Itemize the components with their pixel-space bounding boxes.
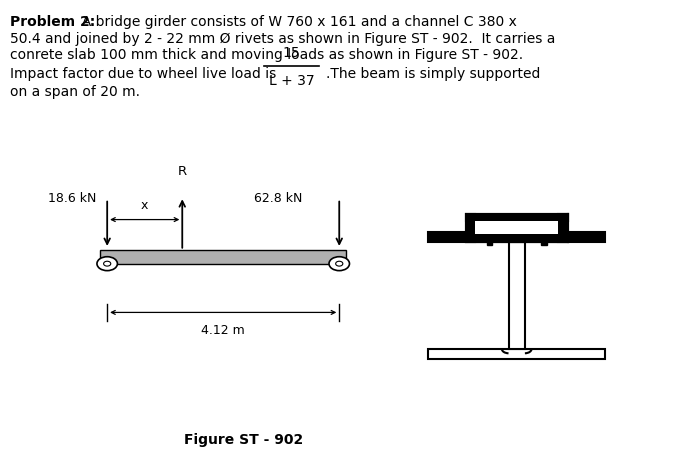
Text: .The beam is simply supported: .The beam is simply supported	[325, 67, 540, 81]
Bar	[542, 238, 546, 245]
Bar	[466, 214, 568, 242]
Bar	[558, 214, 568, 242]
Text: 18.6 kN: 18.6 kN	[48, 192, 96, 205]
Bar	[466, 214, 475, 242]
Bar	[509, 242, 525, 349]
Text: R: R	[178, 165, 187, 178]
Bar	[100, 250, 346, 264]
Text: Impact factor due to wheel live load is: Impact factor due to wheel live load is	[10, 67, 276, 81]
Bar	[475, 221, 558, 234]
Circle shape	[97, 257, 117, 271]
Bar	[428, 349, 606, 359]
Text: 15: 15	[283, 46, 300, 60]
Circle shape	[329, 257, 349, 271]
Text: 4.12 m: 4.12 m	[201, 324, 245, 337]
Bar	[428, 232, 606, 242]
Circle shape	[104, 261, 111, 266]
Text: x: x	[141, 199, 148, 212]
Text: Problem 2:: Problem 2:	[10, 15, 95, 29]
Text: conrete slab 100 mm thick and moving loads as shown in Figure ST - 902.: conrete slab 100 mm thick and moving loa…	[10, 48, 523, 62]
Text: Figure ST - 902: Figure ST - 902	[184, 433, 303, 447]
Bar	[475, 221, 558, 234]
Bar	[466, 234, 568, 242]
Bar	[487, 238, 492, 245]
Circle shape	[336, 261, 343, 266]
Text: L + 37: L + 37	[268, 74, 314, 88]
Text: A bridge girder consists of W 760 x 161 and a channel C 380 x: A bridge girder consists of W 760 x 161 …	[73, 15, 517, 29]
Text: 50.4 and joined by 2 - 22 mm Ø rivets as shown in Figure ST - 902.  It carries a: 50.4 and joined by 2 - 22 mm Ø rivets as…	[10, 32, 555, 46]
Bar	[466, 214, 568, 221]
Text: on a span of 20 m.: on a span of 20 m.	[10, 85, 139, 99]
Text: 62.8 kN: 62.8 kN	[254, 192, 302, 205]
